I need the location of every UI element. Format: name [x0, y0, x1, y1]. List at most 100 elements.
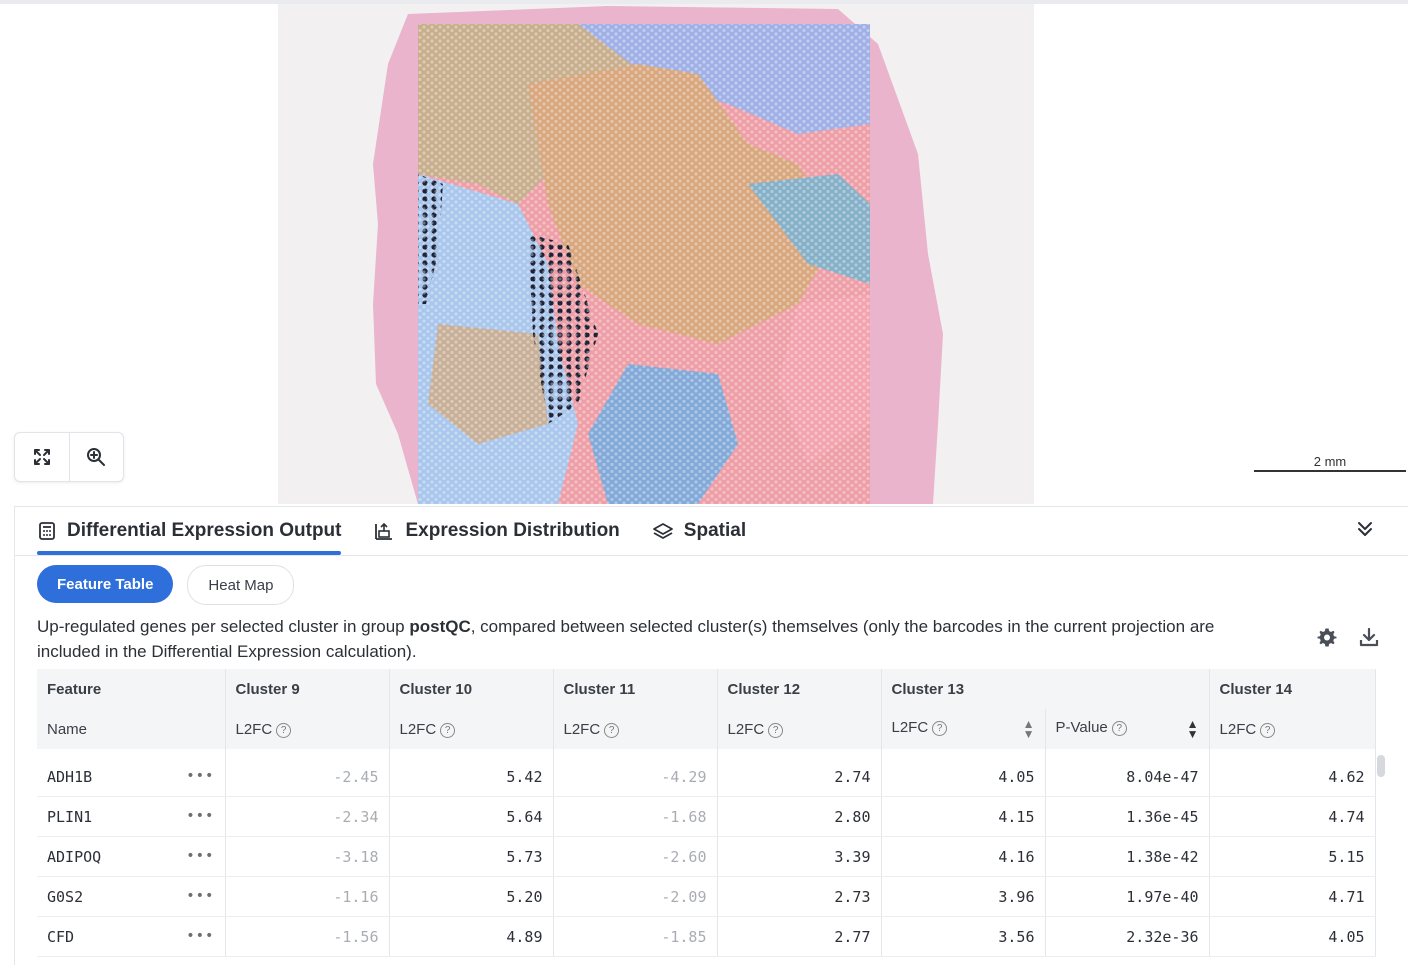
table-row[interactable]: G0S2 ••• -1.16 5.20 -2.09 2.73 3.96 1.97e-40 4.7… [37, 876, 1376, 917]
header-l2fc[interactable]: L2FC? [553, 709, 718, 749]
gene-name[interactable]: ADIPOQ [47, 847, 102, 866]
header-name: Name [37, 709, 226, 749]
l2fc-cell: 2.73 [717, 876, 882, 917]
header-label: L2FC [1219, 720, 1257, 738]
tab-spatial[interactable]: Spatial [652, 507, 746, 555]
scalebar: 2 mm [1254, 450, 1406, 472]
l2fc-cell: 5.73 [389, 836, 554, 877]
group-name: postQC [409, 617, 471, 636]
p-value-cell: 1.97e-40 [1045, 876, 1210, 917]
table-row[interactable]: ADIPOQ ••• -3.18 5.73 -2.60 3.39 4.16 1.38e-42 5… [37, 836, 1376, 877]
header-row-metrics: Name L2FC? L2FC? L2FC? L2FC? L2FC? ▲ ▼ P-V… [37, 709, 1376, 749]
tissue-viewer[interactable]: 2 mm [0, 4, 1408, 504]
panel-tabs: Differential Expression Output Expressio… [37, 507, 778, 555]
gene-name[interactable]: ADH1B [47, 767, 93, 786]
help-icon[interactable]: ? [604, 722, 620, 738]
tab-differential-expression-output[interactable]: Differential Expression Output [37, 507, 342, 555]
header-label: L2FC [235, 720, 273, 738]
header-label: L2FC [727, 720, 765, 738]
row-menu-icon[interactable]: ••• [186, 887, 215, 904]
l2fc-cell: -4.29 [553, 757, 718, 797]
gene-cell: G0S2 ••• [37, 876, 226, 917]
differential-expression-panel: Differential Expression Output Expressio… [14, 506, 1408, 965]
gene-name[interactable]: CFD [47, 927, 75, 946]
header-l2fc-sortable[interactable]: L2FC? ▲ ▼ [881, 709, 1046, 749]
gear-icon [1317, 628, 1337, 647]
header-l2fc[interactable]: L2FC? [1209, 709, 1376, 749]
l2fc-cell: 4.74 [1209, 796, 1376, 837]
header-l2fc[interactable]: L2FC? [717, 709, 882, 749]
calculator-icon [39, 522, 55, 540]
spot-grid [418, 24, 870, 504]
l2fc-cell: 3.96 [881, 876, 1046, 917]
help-icon[interactable]: ? [276, 722, 292, 738]
l2fc-cell: 4.05 [881, 757, 1046, 797]
row-menu-icon[interactable]: ••• [186, 927, 215, 944]
header-label: L2FC [891, 719, 929, 736]
table-row[interactable]: PLIN1 ••• -2.34 5.64 -1.68 2.80 4.15 1.36e-45 4.… [37, 796, 1376, 837]
l2fc-cell: 5.64 [389, 796, 554, 837]
header-cluster-13: Cluster 13 [881, 669, 1210, 709]
l2fc-cell: 4.16 [881, 836, 1046, 877]
expand-arrows-icon [33, 449, 50, 465]
sort-icon[interactable]: ▲ ▼ [1186, 717, 1199, 741]
row-menu-icon[interactable]: ••• [186, 847, 215, 864]
view-toggle: Feature Table Heat Map [37, 565, 308, 605]
l2fc-cell: 5.15 [1209, 836, 1376, 877]
header-cluster-9: Cluster 9 [225, 669, 390, 709]
gene-name[interactable]: PLIN1 [47, 807, 93, 826]
l2fc-cell: -1.56 [225, 916, 390, 957]
p-value-cell: 8.04e-47 [1045, 757, 1210, 797]
l2fc-cell: -2.34 [225, 796, 390, 837]
top-divider [0, 0, 1408, 4]
tab-expression-distribution[interactable]: Expression Distribution [373, 507, 620, 555]
heat-map-button[interactable]: Heat Map [187, 565, 295, 605]
help-icon[interactable]: ? [768, 722, 784, 738]
help-icon[interactable]: ? [1260, 722, 1276, 738]
l2fc-cell: -3.18 [225, 836, 390, 877]
zoom-button[interactable] [68, 433, 124, 481]
header-p-value-sortable[interactable]: P-Value? ▲ ▼ [1045, 709, 1210, 749]
help-icon[interactable]: ? [932, 721, 948, 736]
collapse-panel-button[interactable] [1355, 519, 1375, 544]
help-icon[interactable]: ? [1111, 721, 1127, 736]
tab-label: Expression Distribution [405, 520, 620, 541]
table-scrollbar[interactable] [1377, 755, 1385, 777]
header-label: Name [47, 720, 88, 738]
view-controls [14, 432, 124, 482]
l2fc-cell: 3.39 [717, 836, 882, 877]
download-button[interactable] [1359, 627, 1379, 652]
l2fc-cell: -1.16 [225, 876, 390, 917]
layers-icon [652, 523, 673, 539]
header-l2fc[interactable]: L2FC? [225, 709, 390, 749]
gene-name[interactable]: G0S2 [47, 887, 84, 906]
l2fc-cell: 4.15 [881, 796, 1046, 837]
sort-icon[interactable]: ▲ ▼ [1022, 717, 1035, 741]
l2fc-cell: -1.85 [553, 916, 718, 957]
l2fc-cell: 2.74 [717, 757, 882, 797]
help-icon[interactable]: ? [440, 722, 456, 738]
feature-table-grid: Feature Cluster 9 Cluster 10 Cluster 11 … [37, 669, 1376, 957]
header-label: L2FC [563, 720, 601, 738]
table-tools [1317, 627, 1379, 652]
gene-cell: CFD ••• [37, 916, 226, 957]
description-prefix: Up-regulated genes per selected cluster … [37, 617, 410, 636]
scalebar-line [1254, 470, 1406, 472]
row-menu-icon[interactable]: ••• [186, 807, 215, 824]
header-label: L2FC [399, 720, 437, 738]
row-menu-icon[interactable]: ••• [186, 767, 215, 784]
p-value-cell: 1.36e-45 [1045, 796, 1210, 837]
settings-button[interactable] [1317, 627, 1337, 652]
header-cluster-10: Cluster 10 [389, 669, 554, 709]
header-l2fc[interactable]: L2FC? [389, 709, 554, 749]
l2fc-cell: 4.71 [1209, 876, 1376, 917]
feature-table-button[interactable]: Feature Table [37, 565, 174, 603]
table-row[interactable]: ADH1B ••• -2.45 5.42 -4.29 2.74 4.05 8.04e-47 4.… [37, 757, 1376, 797]
tissue-image[interactable] [278, 4, 1034, 504]
double-chevron-down-icon [1358, 522, 1372, 536]
tissue-svg [373, 6, 943, 504]
fit-screen-button[interactable] [15, 433, 69, 481]
table-row[interactable]: CFD ••• -1.56 4.89 -1.85 2.77 3.56 2.32e-36 4.05 [37, 916, 1376, 957]
tab-label: Spatial [683, 520, 747, 541]
gene-cell: ADH1B ••• [37, 757, 226, 797]
